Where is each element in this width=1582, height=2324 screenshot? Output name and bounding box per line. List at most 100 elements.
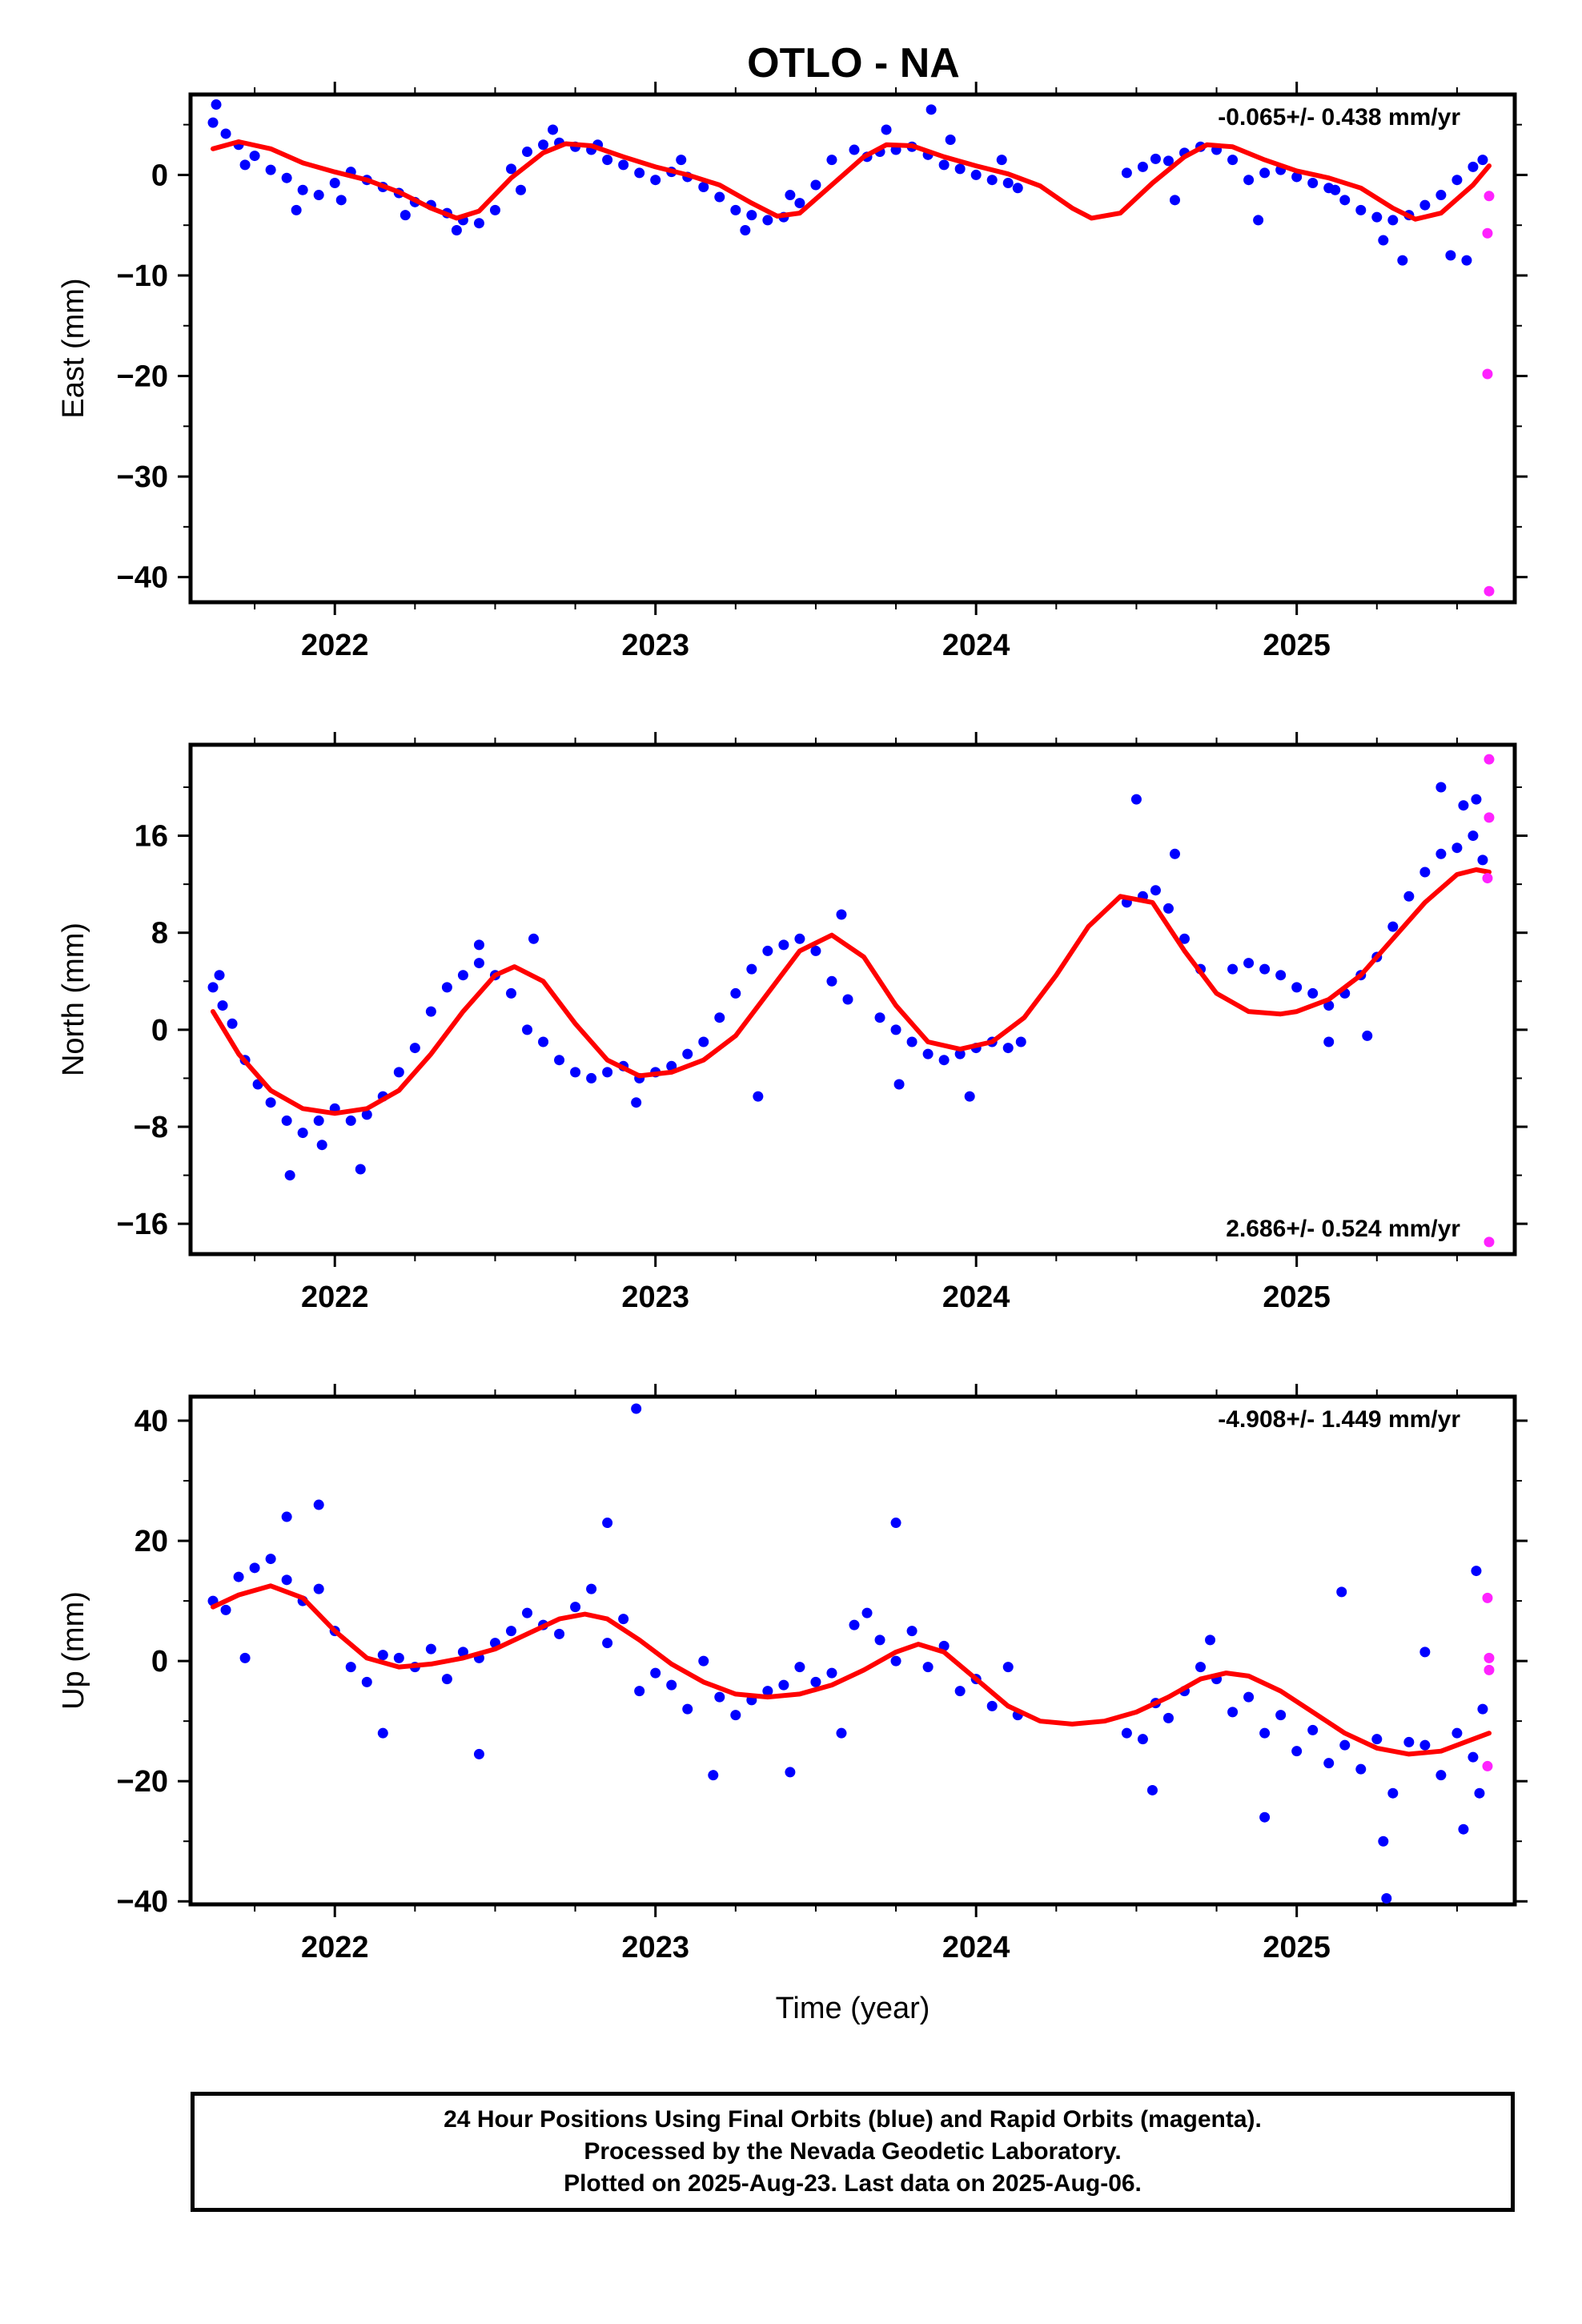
north-final-point	[874, 1012, 885, 1023]
footer-line-2: Processed by the Nevada Geodetic Laborat…	[584, 2138, 1122, 2165]
east-xtick-label: 2023	[621, 629, 689, 662]
north-rapid-point	[1484, 754, 1495, 765]
up-final-point	[1381, 1892, 1392, 1904]
up-rapid-point	[1484, 1664, 1495, 1675]
up-final-point	[730, 1710, 741, 1721]
east-rapid-point	[1484, 191, 1495, 202]
east-ytick-label: −20	[117, 360, 168, 394]
east-final-point	[1355, 204, 1367, 215]
north-final-point	[602, 1067, 613, 1078]
north-final-point	[1403, 891, 1415, 902]
up-final-point	[586, 1583, 597, 1594]
up-final-point	[1323, 1758, 1335, 1769]
up-final-point	[826, 1667, 837, 1679]
east-final-point	[400, 210, 411, 221]
up-final-point	[682, 1703, 693, 1715]
up-final-point	[1243, 1691, 1255, 1703]
east-final-point	[794, 198, 805, 209]
up-final-point	[281, 1511, 292, 1522]
east-final-point	[249, 151, 260, 162]
up-final-point	[634, 1686, 645, 1697]
east-final-point	[1378, 235, 1389, 246]
up-ytick-label: 0	[151, 1645, 168, 1679]
footer-line-1: 24 Hour Positions Using Final Orbits (bl…	[444, 2106, 1262, 2133]
east-final-point	[698, 182, 709, 193]
north-final-point	[1458, 800, 1469, 811]
up-final-point	[1137, 1734, 1148, 1745]
up-final-point	[473, 1748, 484, 1759]
footer-line-3: Plotted on 2025-Aug-23. Last data on 202…	[564, 2170, 1142, 2197]
up-final-point	[505, 1626, 516, 1637]
up-final-point	[239, 1652, 251, 1663]
east-final-point	[1002, 177, 1014, 188]
north-final-point	[938, 1055, 950, 1066]
east-final-point	[926, 104, 937, 115]
north-final-point	[893, 1079, 905, 1090]
up-final-point	[1195, 1662, 1207, 1673]
up-final-point	[377, 1650, 388, 1661]
up-ytick-label: 20	[135, 1525, 168, 1558]
north-final-point	[1275, 970, 1287, 981]
east-final-point	[1137, 161, 1148, 172]
north-final-point	[227, 1018, 238, 1029]
north-ytick-label: −16	[117, 1208, 168, 1241]
up-final-point	[1477, 1703, 1488, 1715]
north-rapid-point	[1482, 873, 1493, 884]
east-final-point	[996, 155, 1007, 166]
east-final-point	[1291, 171, 1303, 183]
east-ytick-label: −40	[117, 561, 168, 595]
panel-north: 2022 2023 2024 2025 16 8 0 −8 −16 North (mm) 2.686…	[57, 732, 1528, 1314]
north-ytick-label: 16	[135, 820, 168, 854]
up-final-point	[631, 1403, 642, 1414]
east-final-point	[826, 155, 837, 166]
north-final-point	[922, 1048, 934, 1059]
north-final-point	[1468, 830, 1479, 842]
up-final-point	[954, 1686, 966, 1697]
up-plot-area	[207, 1403, 1492, 1904]
up-final-point	[1387, 1787, 1399, 1799]
up-final-point	[265, 1554, 276, 1565]
up-final-point	[861, 1607, 873, 1618]
north-final-point	[207, 982, 219, 993]
up-final-point	[1291, 1746, 1303, 1757]
east-final-point	[1468, 161, 1479, 172]
up-final-point	[890, 1655, 901, 1667]
east-final-point	[785, 190, 796, 201]
up-final-point	[457, 1647, 468, 1658]
north-final-point	[794, 933, 805, 944]
east-final-point	[1330, 184, 1341, 195]
up-xtick-label: 2024	[942, 1931, 1010, 1964]
east-final-point	[1435, 190, 1447, 201]
up-final-point	[1419, 1647, 1431, 1658]
north-xtick-label: 2025	[1263, 1281, 1331, 1314]
up-final-point	[1419, 1739, 1431, 1751]
up-final-point	[1458, 1823, 1469, 1835]
north-final-point	[1002, 1043, 1014, 1054]
up-final-point	[922, 1662, 934, 1673]
north-final-point	[698, 1036, 709, 1047]
east-final-point	[1121, 167, 1132, 179]
up-final-point	[836, 1727, 847, 1739]
north-final-point	[265, 1097, 276, 1108]
up-final-point	[393, 1652, 404, 1663]
east-final-point	[505, 163, 516, 175]
east-final-point	[970, 169, 982, 180]
chart-title: OTLO - NA	[747, 40, 960, 86]
north-final-point	[836, 909, 847, 920]
north-final-point	[842, 994, 853, 1005]
up-final-point	[1227, 1707, 1239, 1718]
north-final-point	[528, 933, 540, 944]
east-xtick-label: 2025	[1263, 629, 1331, 662]
up-final-point	[1259, 1811, 1271, 1823]
north-final-point	[1243, 958, 1255, 969]
east-final-point	[1461, 255, 1472, 266]
up-rate-label: -4.908+/- 1.449 mm/yr	[1218, 1406, 1460, 1433]
east-final-point	[220, 128, 231, 139]
north-rapid-point	[1484, 1236, 1495, 1248]
east-final-point	[1387, 215, 1399, 226]
north-plot-area	[207, 782, 1492, 1181]
east-final-point	[239, 159, 251, 171]
up-final-point	[554, 1628, 565, 1639]
up-final-point	[1275, 1710, 1287, 1721]
east-final-point	[329, 177, 340, 188]
